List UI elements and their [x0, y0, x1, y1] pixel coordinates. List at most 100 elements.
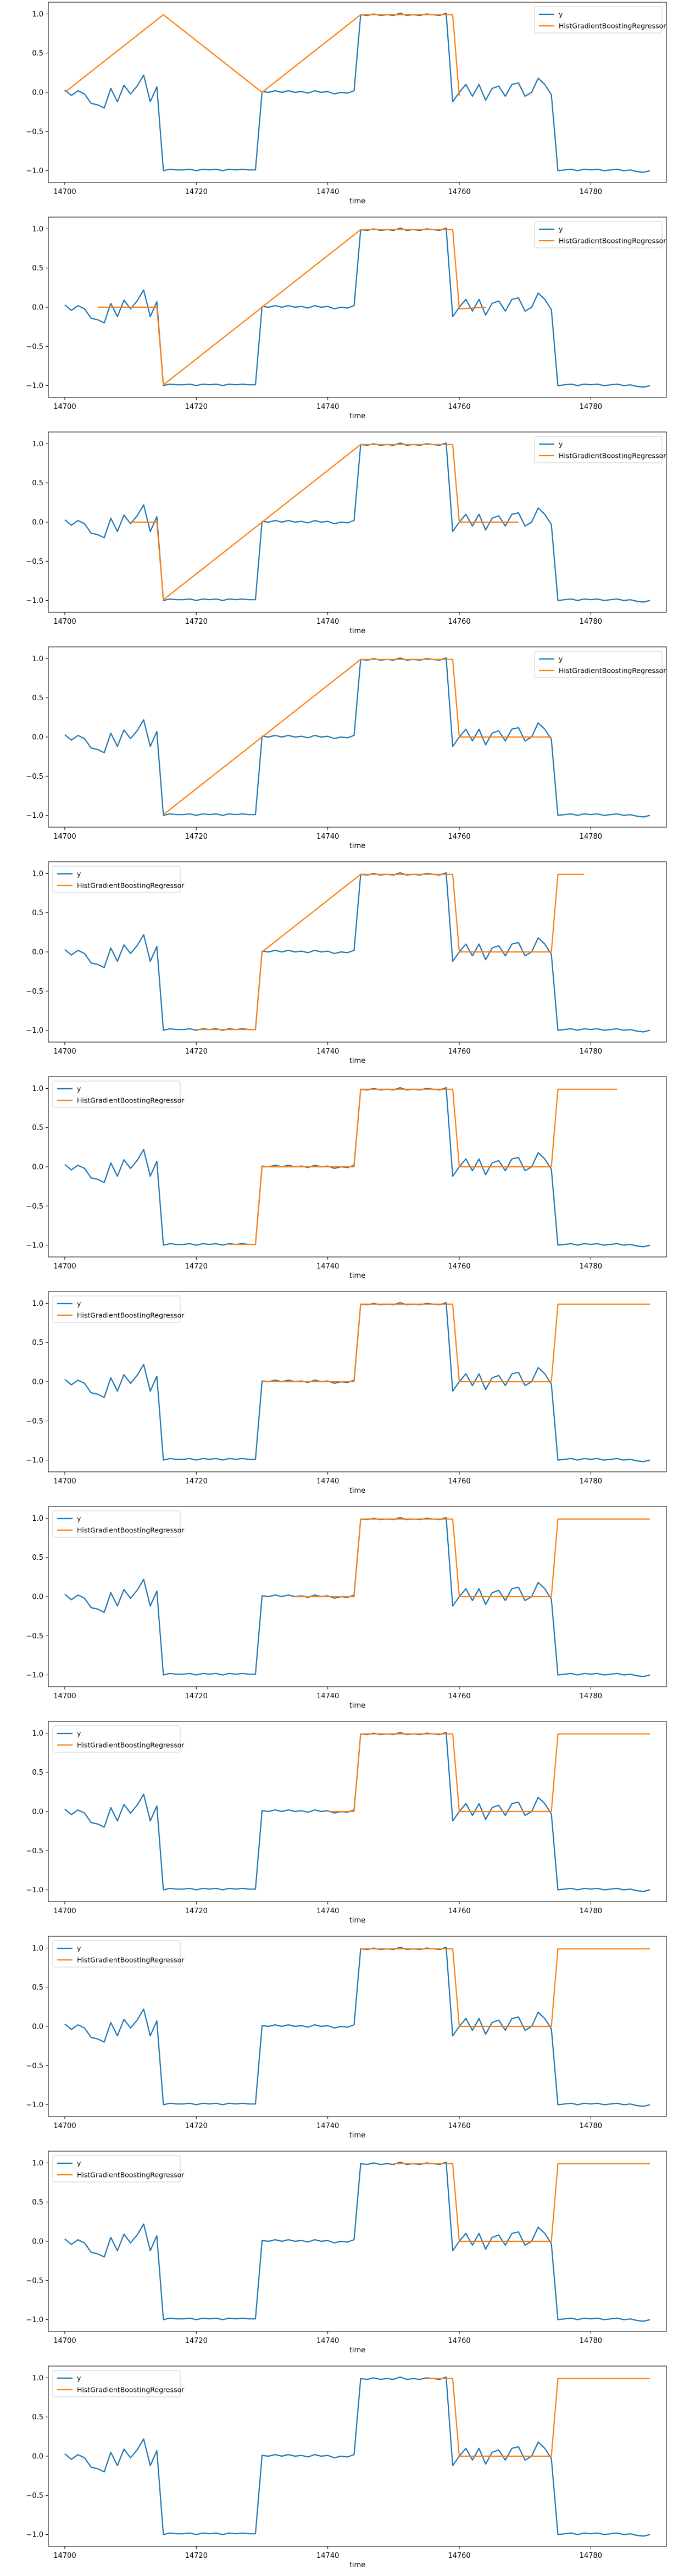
y-tick-label: −0.5: [26, 1203, 43, 1211]
legend-label-model: HistGradientBoostingRegressor: [77, 2386, 185, 2394]
y-series-line: [65, 1517, 650, 1677]
x-axis-label: time: [349, 412, 365, 420]
model-series-line: [229, 1089, 617, 1244]
model-series-line: [196, 874, 584, 1029]
legend-label-y: y: [77, 2159, 81, 2168]
y-tick-label: 0.0: [32, 2023, 43, 2031]
model-series-line: [295, 1519, 650, 1597]
y-tick-label: −1.0: [26, 2531, 43, 2539]
x-tick-label: 14780: [580, 2552, 602, 2560]
y-tick-label: −0.5: [26, 2062, 43, 2070]
x-tick-label: 14720: [185, 188, 208, 196]
legend-label-model: HistGradientBoostingRegressor: [77, 1311, 185, 1320]
y-tick-label: −0.5: [26, 1847, 43, 1855]
y-tick-label: 1.0: [32, 10, 43, 19]
y-tick-label: −0.5: [26, 128, 43, 136]
model-series-line: [262, 1304, 650, 1382]
chart-panel: 14700 14720 14740 14760 14780 −1.0 −0.5 0.0 0.5 1…: [26, 1506, 666, 1710]
x-tick-label: 14760: [448, 1907, 470, 1915]
x-tick-label: 14700: [53, 2552, 76, 2560]
chart-panel: 14700 14720 14740 14760 14780 −1.0 −0.5 0.0 0.5 1…: [26, 2151, 666, 2355]
x-tick-label: 14740: [316, 1692, 339, 1700]
legend-label-y: y: [77, 1515, 81, 1523]
y-tick-label: −1.0: [26, 167, 43, 175]
y-tick-label: 1.0: [32, 1730, 43, 1738]
model-series-line: [361, 1949, 650, 2026]
y-tick-label: −1.0: [26, 1671, 43, 1680]
x-tick-label: 14740: [316, 618, 339, 626]
y-tick-label: 0.5: [32, 1769, 43, 1777]
x-tick-label: 14760: [448, 2337, 470, 2345]
legend-label-y: y: [77, 1085, 81, 1093]
x-tick-label: 14780: [580, 1048, 602, 1056]
y-tick-label: 1.0: [32, 2159, 43, 2168]
y-tick-label: −1.0: [26, 812, 43, 820]
x-axis-label: time: [349, 2346, 365, 2355]
model-series-line: [393, 2164, 650, 2241]
y-tick-label: 0.5: [32, 1339, 43, 1347]
chart-panel: 14700 14720 14740 14760 14780 −1.0 −0.5 0.0 0.5 1…: [26, 2, 666, 206]
legend-label-model: HistGradientBoostingRegressor: [77, 1956, 185, 1964]
x-tick-label: 14780: [580, 2122, 602, 2130]
x-tick-label: 14740: [316, 833, 339, 841]
legend-label-model: HistGradientBoostingRegressor: [77, 1741, 185, 1749]
legend-label-y: y: [77, 1945, 81, 1953]
x-tick-label: 14760: [448, 2122, 470, 2130]
legend-label-model: HistGradientBoostingRegressor: [559, 22, 666, 30]
y-tick-label: 1.0: [32, 440, 43, 448]
x-tick-label: 14760: [448, 188, 470, 196]
x-tick-label: 14720: [185, 1262, 208, 1271]
model-series-line: [426, 2379, 650, 2456]
x-axis-label: time: [349, 2131, 365, 2140]
y-tick-label: 0.0: [32, 1593, 43, 1602]
y-tick-label: −1.0: [26, 597, 43, 605]
x-tick-label: 14760: [448, 2552, 470, 2560]
x-tick-label: 14740: [316, 1048, 339, 1056]
x-tick-label: 14720: [185, 618, 208, 626]
x-axis-label: time: [349, 1057, 365, 1065]
legend-label-model: HistGradientBoostingRegressor: [77, 2171, 185, 2179]
y-tick-label: 0.5: [32, 479, 43, 487]
chart-panel: 14700 14720 14740 14760 14780 −1.0 −0.5 0.0 0.5 1…: [26, 1292, 666, 1495]
x-tick-label: 14760: [448, 1692, 470, 1700]
x-axis-label: time: [349, 1272, 365, 1280]
y-tick-label: −1.0: [26, 1886, 43, 1894]
y-tick-label: −1.0: [26, 382, 43, 390]
y-tick-label: 0.0: [32, 304, 43, 312]
legend-label-y: y: [77, 1730, 81, 1738]
y-tick-label: 0.5: [32, 1554, 43, 1562]
legend-label-model: HistGradientBoostingRegressor: [559, 667, 666, 675]
x-tick-label: 14740: [316, 1262, 339, 1271]
y-tick-label: 0.5: [32, 909, 43, 917]
y-series-line: [65, 13, 650, 173]
x-tick-label: 14740: [316, 1907, 339, 1915]
legend-label-y: y: [559, 225, 563, 234]
x-tick-label: 14720: [185, 1692, 208, 1700]
x-tick-label: 14700: [53, 403, 76, 411]
y-series-line: [65, 873, 650, 1032]
x-tick-label: 14780: [580, 1262, 602, 1271]
y-series-line: [65, 1303, 650, 1462]
legend-label-model: HistGradientBoostingRegressor: [559, 452, 666, 460]
y-tick-label: 0.0: [32, 2453, 43, 2461]
y-tick-label: 0.5: [32, 694, 43, 702]
model-series-line: [328, 1734, 650, 1811]
chart-panel: 14700 14720 14740 14760 14780 −1.0 −0.5 0.0 0.5 1…: [26, 647, 666, 850]
x-tick-label: 14700: [53, 188, 76, 196]
x-tick-label: 14780: [580, 188, 602, 196]
y-tick-label: 1.0: [32, 870, 43, 878]
x-axis-label: time: [349, 197, 365, 206]
x-tick-label: 14740: [316, 188, 339, 196]
x-tick-label: 14780: [580, 403, 602, 411]
y-tick-label: 1.0: [32, 655, 43, 663]
y-tick-label: 0.5: [32, 264, 43, 273]
x-tick-label: 14760: [448, 1262, 470, 1271]
y-tick-label: 0.0: [32, 1164, 43, 1172]
x-axis-label: time: [349, 1916, 365, 1925]
x-tick-label: 14780: [580, 1907, 602, 1915]
y-series-line: [65, 2162, 650, 2322]
y-series-line: [65, 2377, 650, 2536]
model-series-line: [98, 230, 486, 385]
x-tick-label: 14760: [448, 1477, 470, 1486]
